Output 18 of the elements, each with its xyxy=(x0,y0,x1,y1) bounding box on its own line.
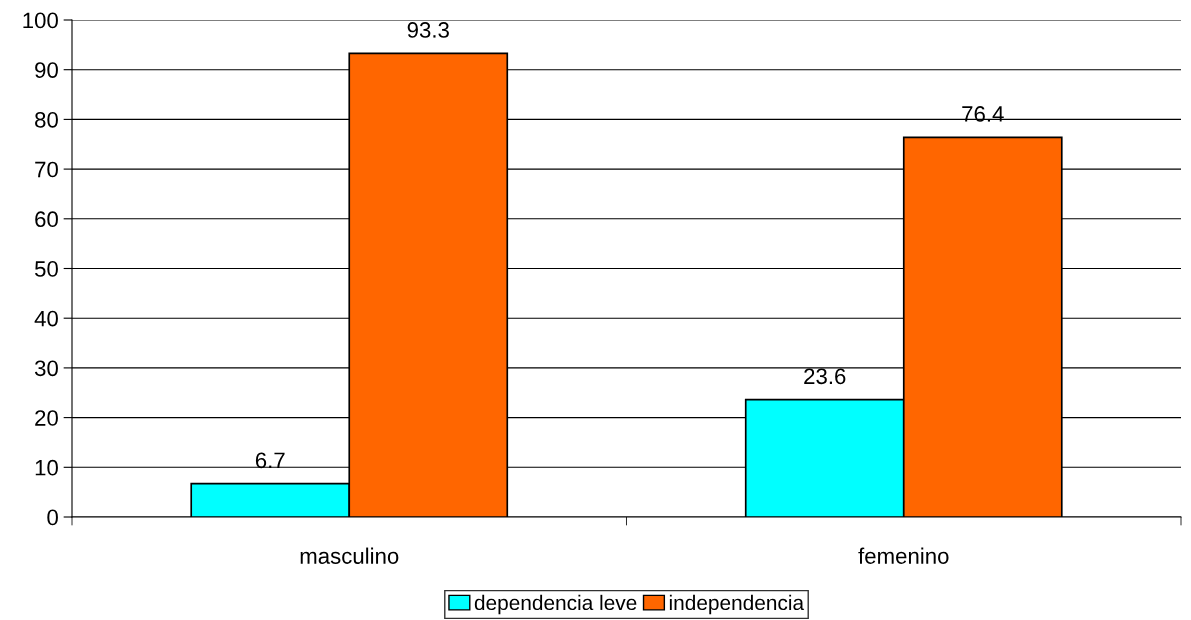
y-tick-label: 20 xyxy=(35,410,58,426)
y-tick-label: 0 xyxy=(47,509,58,526)
data-label: 93.3 xyxy=(407,22,449,38)
data-label: 6.7 xyxy=(255,452,285,469)
y-tick-label: 80 xyxy=(35,111,58,128)
y-tick-label: 50 xyxy=(34,261,58,277)
y-tick-label: 100 xyxy=(23,12,58,29)
x-tick-label: masculino xyxy=(300,547,399,564)
x-tick-label: femenino xyxy=(858,547,949,564)
y-tick-label: 10 xyxy=(35,459,58,476)
legend-label: independencia xyxy=(669,594,805,615)
y-tick-label: 40 xyxy=(34,310,58,327)
data-label: 23.6 xyxy=(804,368,846,385)
y-tick-label: 30 xyxy=(34,360,58,377)
legend-label: dependencia leve xyxy=(474,594,637,615)
y-tick-label: 70 xyxy=(35,161,58,178)
y-tick-label: 90 xyxy=(35,62,58,78)
y-tick-label: 60 xyxy=(35,211,58,228)
